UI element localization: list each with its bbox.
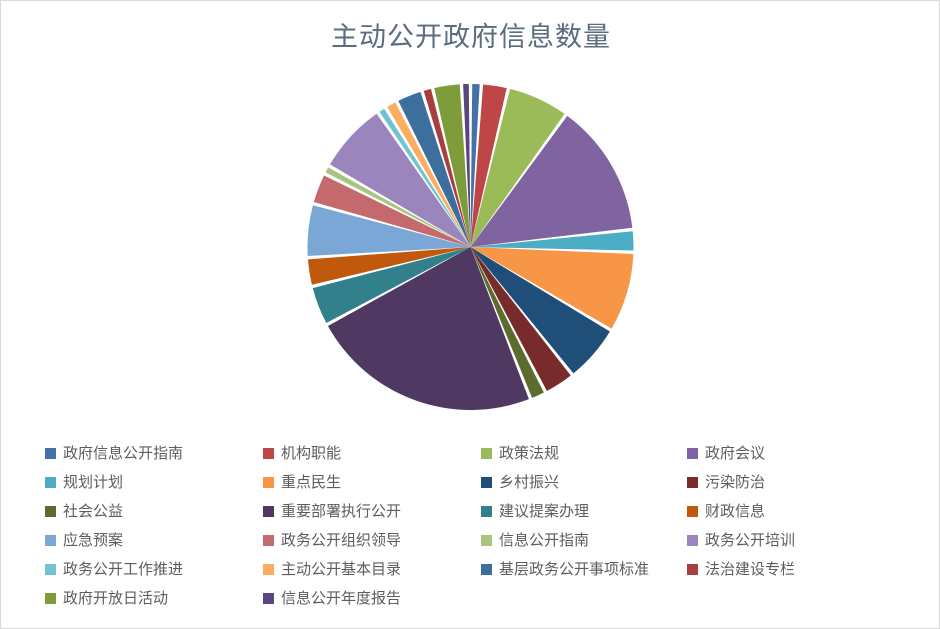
legend-row: 规划计划 重点民生 乡村振兴 污染防治 [45, 468, 895, 497]
legend-row: 社会公益 重要部署执行公开 建议提案办理 财政信息 [45, 497, 895, 526]
pie-slice[interactable] [470, 115, 633, 248]
pie-slice[interactable] [398, 91, 471, 248]
legend-item-label: 重点民生 [281, 474, 342, 491]
legend-item-label: 机构职能 [281, 445, 342, 462]
legend-item[interactable]: 主动公开基本目录 [263, 555, 481, 584]
legend-color-swatch [687, 448, 698, 459]
legend-item-label: 社会公益 [63, 503, 124, 520]
legend-item-label: 政策法规 [499, 445, 560, 462]
legend-item[interactable]: 政务公开工作推进 [45, 555, 263, 584]
legend-color-swatch [481, 564, 492, 575]
legend-item[interactable]: 政府开放日活动 [45, 584, 263, 613]
legend-color-swatch [481, 448, 492, 459]
legend-color-swatch [263, 448, 274, 459]
legend-color-swatch [263, 477, 274, 488]
pie-slice[interactable] [307, 205, 471, 256]
legend-color-swatch [263, 593, 274, 604]
legend-color-swatch [481, 506, 492, 517]
legend-item-label: 政务公开工作推进 [63, 561, 184, 578]
legend-color-swatch [45, 448, 56, 459]
legend-item-label: 财政信息 [705, 503, 766, 520]
legend-item-label: 政务公开培训 [705, 532, 796, 549]
pie-slice[interactable] [470, 231, 634, 251]
pie-slice[interactable] [327, 247, 529, 410]
legend-color-swatch [263, 535, 274, 546]
legend-color-swatch [687, 477, 698, 488]
legend-color-swatch [45, 506, 56, 517]
legend-item-label: 重要部署执行公开 [281, 503, 402, 520]
legend-row: 政务公开工作推进 主动公开基本目录 基层政务公开事项标准 法治建设专栏 [45, 555, 895, 584]
legend-item[interactable]: 政府会议 [687, 439, 887, 468]
legend-item-label: 政府会议 [705, 445, 766, 462]
pie-slice[interactable] [470, 247, 544, 398]
pie-slice[interactable] [470, 88, 565, 248]
legend-item[interactable]: 社会公益 [45, 497, 263, 526]
pie-slice[interactable] [434, 84, 471, 247]
legend-color-swatch [687, 535, 698, 546]
legend-item[interactable]: 重要部署执行公开 [263, 497, 481, 526]
legend-item[interactable]: 应急预案 [45, 526, 263, 555]
legend-item-label: 信息公开指南 [499, 532, 590, 549]
legend-item-label: 建议提案办理 [499, 503, 590, 520]
legend-item[interactable]: 污染防治 [687, 468, 887, 497]
pie-slice[interactable] [307, 247, 471, 285]
legend-item-label: 信息公开年度报告 [281, 590, 402, 607]
legend-color-swatch [45, 593, 56, 604]
pie-slice[interactable] [470, 84, 507, 248]
pie-slice[interactable] [470, 247, 634, 329]
pie-slice[interactable] [379, 108, 471, 248]
legend-color-swatch [45, 535, 56, 546]
legend-item[interactable]: 乡村振兴 [481, 468, 687, 497]
legend-item[interactable]: 政府信息公开指南 [45, 439, 263, 468]
pie-slice[interactable] [313, 175, 471, 247]
legend-item[interactable]: 法治建设专栏 [687, 555, 887, 584]
legend-item-label: 政务公开组织领导 [281, 532, 402, 549]
legend-item-label: 应急预案 [63, 532, 124, 549]
legend-item[interactable]: 财政信息 [687, 497, 887, 526]
legend-item-label: 法治建设专栏 [705, 561, 796, 578]
pie-slice[interactable] [423, 88, 471, 248]
pie-slice[interactable] [312, 247, 471, 324]
legend-item-label: 主动公开基本目录 [281, 561, 402, 578]
legend-color-swatch [687, 564, 698, 575]
legend-color-swatch [481, 535, 492, 546]
legend-item[interactable]: 基层政务公开事项标准 [481, 555, 687, 584]
legend-item[interactable]: 机构职能 [263, 439, 481, 468]
legend-item[interactable]: 重点民生 [263, 468, 481, 497]
pie-slice[interactable] [470, 247, 571, 391]
legend-item[interactable]: 政策法规 [481, 439, 687, 468]
pie-chart-plot [302, 84, 639, 410]
legend-item[interactable]: 信息公开指南 [481, 526, 687, 555]
legend-color-swatch [45, 564, 56, 575]
pie-slice[interactable] [329, 113, 471, 248]
legend-color-swatch [263, 564, 274, 575]
legend-item[interactable]: 规划计划 [45, 468, 263, 497]
legend-item-label: 基层政务公开事项标准 [499, 561, 650, 578]
legend-item-label: 规划计划 [63, 474, 124, 491]
legend-color-swatch [45, 477, 56, 488]
legend-item-label: 污染防治 [705, 474, 766, 491]
legend-item-label: 政府开放日活动 [63, 590, 169, 607]
legend-item[interactable]: 建议提案办理 [481, 497, 687, 526]
legend-item-label: 乡村振兴 [499, 474, 560, 491]
legend-row: 政府信息公开指南 机构职能 政策法规 政府会议 [45, 439, 895, 468]
legend-item[interactable]: 信息公开年度报告 [263, 584, 481, 613]
legend-row: 应急预案 政务公开组织领导 信息公开指南 政务公开培训 [45, 526, 895, 555]
legend-color-swatch [263, 506, 274, 517]
chart-legend: 政府信息公开指南 机构职能 政策法规 政府会议规划计划 重点民生 乡村振兴 污染防治社会公益… [45, 439, 895, 613]
pie-slice[interactable] [470, 84, 480, 247]
pie-svg [307, 84, 634, 410]
legend-color-swatch [687, 506, 698, 517]
pie-slice[interactable] [463, 84, 471, 247]
legend-color-swatch [481, 477, 492, 488]
legend-item[interactable]: 政务公开培训 [687, 526, 887, 555]
pie-slice[interactable] [325, 167, 471, 247]
legend-row: 政府开放日活动 信息公开年度报告 [45, 584, 895, 613]
chart-title: 主动公开政府信息数量 [331, 22, 611, 52]
legend-item[interactable]: 政务公开组织领导 [263, 526, 481, 555]
legend-item-label: 政府信息公开指南 [63, 445, 184, 462]
pie-slice[interactable] [470, 247, 610, 374]
pie-slice[interactable] [387, 102, 471, 247]
